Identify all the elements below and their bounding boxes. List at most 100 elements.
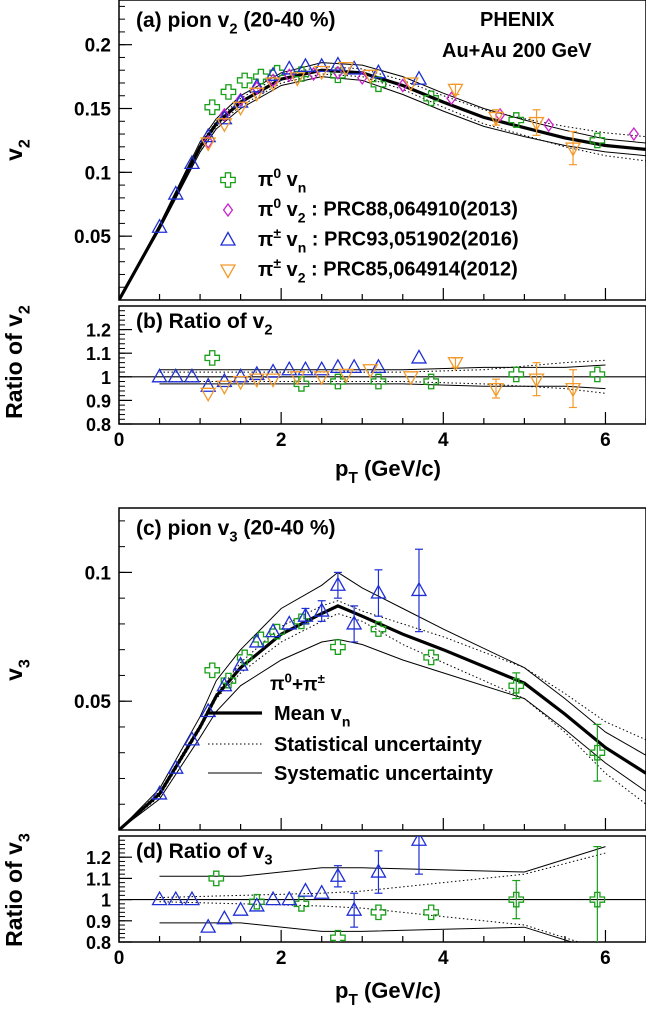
data-point-pich-vn — [313, 602, 330, 617]
legend-entry: π± vn : PRC93,051902(2016) — [258, 225, 519, 255]
data-point-pich-vn — [346, 358, 363, 374]
legend-entry: π± v2 : PRC85,064914(2012) — [258, 255, 518, 285]
data-point-pich-vn — [232, 656, 249, 671]
y-axis-label: Ratio of v2 — [1, 305, 33, 419]
data-point-pich-vn — [248, 897, 265, 912]
data-point-pich-vn — [281, 60, 298, 75]
panel-label: (a) pion v2 (20-40 %) — [136, 9, 336, 38]
data-point-pich-vn — [313, 360, 330, 376]
data-point-pi0-v2 — [235, 92, 246, 107]
data-point-pich-vn — [167, 185, 184, 200]
data-point-pich-vn — [167, 890, 184, 906]
data-point-pich-v2 — [232, 101, 249, 117]
data-point-pich-v2 — [362, 364, 379, 379]
y-tick-label: 0.9 — [86, 391, 111, 411]
data-point-pich-v2 — [200, 137, 217, 152]
data-point-pich-v2 — [447, 83, 464, 99]
y-tick-label: 0.2 — [85, 36, 111, 57]
data-point-pich-v2 — [337, 368, 355, 384]
data-point-pi0-vn — [589, 744, 606, 761]
data-point-pi0-vn — [370, 621, 387, 637]
data-point-pich-vn — [370, 63, 387, 79]
data-point-pich-vn — [216, 372, 233, 388]
data-point-pich-v2 — [216, 118, 233, 133]
data-point-pich-vn — [183, 154, 201, 170]
legend-title: π0+π± — [270, 670, 325, 695]
data-point-pich-v2 — [362, 69, 379, 85]
y-tick-label: 0.1 — [85, 563, 112, 584]
data-point-pich-v2 — [216, 380, 233, 396]
y-tick-label: 0.8 — [86, 415, 111, 435]
data-point-pich-vn — [200, 377, 217, 392]
system-label: Au+Au 200 GeV — [442, 40, 592, 62]
data-point-pich-vn — [410, 581, 428, 597]
data-point-pi0-vn — [236, 649, 253, 666]
data-point-pich-vn — [216, 909, 233, 925]
data-point-pich-vn — [232, 367, 249, 383]
data-point-pich-v2 — [248, 373, 265, 388]
data-point-pich-v2 — [337, 62, 355, 77]
y-axis-label: v2 — [1, 139, 33, 161]
x-tick-label: 4 — [438, 430, 449, 451]
data-point-pich-vn — [151, 890, 168, 906]
systematic-upper-line — [119, 571, 646, 830]
data-point-pi0-v2 — [219, 107, 230, 122]
y-tick-label: 1.1 — [86, 869, 111, 889]
x-tick-label: 2 — [276, 430, 287, 451]
panel-c: 0.05 0.1 v3 (c) pion v3 (20-40 %) π0+π± Mean … — [1, 507, 646, 831]
data-point-pich-vn — [183, 367, 201, 383]
data-point-pi0-v2 — [397, 78, 408, 93]
data-point-pi0-vn — [508, 891, 525, 908]
data-point-pich-vn — [151, 367, 168, 383]
statistical-upper-line — [159, 852, 606, 898]
data-point-pi0-vn — [204, 99, 221, 116]
legend-entry: Mean vn — [274, 703, 350, 729]
x-tick-label: 4 — [438, 948, 449, 969]
y-tick-label: 1 — [101, 368, 111, 388]
data-point-pi0-v2 — [251, 80, 263, 96]
data-point-pich-vn — [329, 576, 347, 591]
data-point-pich-v2 — [248, 87, 265, 103]
y-tick-label: 0.15 — [74, 100, 111, 121]
data-point-pi0-vn — [370, 904, 387, 921]
panel-b: 0.8 0.9 1 1.1 1.2 0 2 4 6 pT (GeV/c) Ratio of v2 (b… — [1, 305, 646, 487]
data-point-pich-vn — [248, 633, 265, 648]
x-tick-label: 2 — [276, 948, 287, 969]
data-point-pi0-vn — [423, 649, 439, 666]
data-point-pich-vn — [232, 93, 249, 108]
data-point-pich-vn — [200, 702, 217, 718]
data-point-pich-vn — [297, 882, 314, 897]
data-point-pi0-vn — [330, 929, 346, 942]
data-point-pi0-v2 — [202, 134, 214, 149]
systematic-upper-line — [159, 846, 606, 877]
x-tick-label: 0 — [114, 430, 125, 451]
data-point-pich-vn — [216, 109, 233, 125]
data-point-pi0-vn — [508, 677, 525, 694]
panel-a: 0.05 0.1 0.15 0.2 v2 (a) pion v2 (20-40 %) π0 … — [1, 0, 646, 301]
plot-frame — [118, 507, 646, 831]
data-point-pich-vn — [264, 890, 282, 906]
data-point-pi0-vn — [423, 373, 439, 390]
data-point-pich-v2 — [264, 373, 282, 388]
data-point-pi0-vn — [330, 67, 346, 84]
data-point-pich-v2 — [564, 142, 582, 157]
data-point-pich-v2 — [402, 77, 419, 92]
data-point-pich-vn — [167, 367, 184, 383]
data-point-pich-v2 — [313, 371, 330, 386]
data-point-pich-vn — [313, 884, 330, 899]
data-point-pi0-vn — [423, 90, 439, 107]
data-point-pi0-vn — [253, 68, 269, 85]
x-axis-label: pT (GeV/c) — [335, 456, 441, 487]
y-tick-label: 1.2 — [86, 848, 111, 868]
legend-entry: Statistical uncertainty — [274, 734, 483, 756]
data-point-pich-vn — [281, 615, 298, 630]
data-point-pi0-vn — [589, 366, 606, 383]
x-tick-label: 6 — [600, 430, 611, 451]
data-point-pi0-vn — [370, 373, 387, 390]
y-tick-label: 0.05 — [74, 692, 111, 713]
y-tick-label: 1.2 — [86, 321, 111, 341]
data-point-pich-vn — [264, 66, 282, 81]
plot-frame — [118, 835, 646, 943]
y-tick-label: 0.05 — [74, 227, 111, 248]
data-point-pi0-vn — [330, 373, 346, 390]
